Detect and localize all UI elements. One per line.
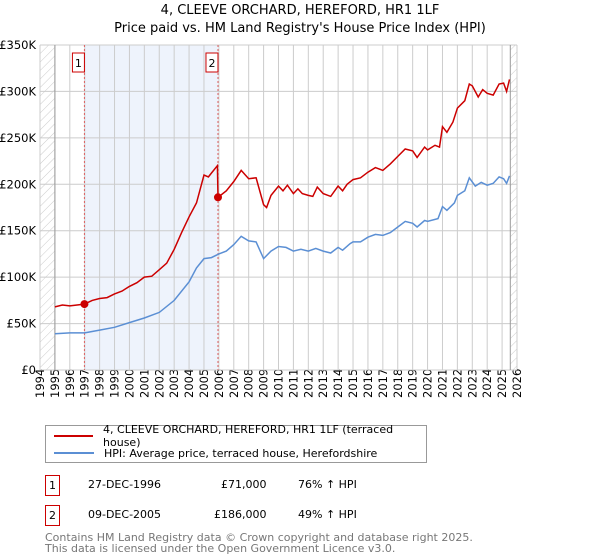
footer-copyright: Contains HM Land Registry data © Crown c… bbox=[45, 531, 473, 544]
sale-point bbox=[80, 300, 89, 309]
x-tick-label: 2002 bbox=[152, 369, 166, 398]
x-tick-label: 2016 bbox=[361, 369, 375, 398]
sale-marker-label: 1 bbox=[75, 57, 82, 70]
sale-hpi-change: 76% ↑ HPI bbox=[298, 478, 357, 491]
x-tick-label: 2000 bbox=[122, 369, 136, 398]
x-tick-label: 2015 bbox=[346, 369, 360, 398]
x-tick-label: 2022 bbox=[450, 369, 464, 398]
legend: 4, CLEEVE ORCHARD, HEREFORD, HR1 1LF (te… bbox=[45, 423, 427, 463]
y-tick-label: £300K bbox=[0, 84, 36, 98]
legend-item-hpi: HPI: Average price, terraced house, Here… bbox=[54, 445, 377, 461]
x-tick-label: 2023 bbox=[465, 369, 479, 398]
x-tick-label: 2014 bbox=[331, 369, 345, 398]
y-tick-label: £350K bbox=[0, 38, 36, 52]
sale-price: £186,000 bbox=[214, 508, 267, 521]
sale-marker-box bbox=[71, 52, 85, 73]
legend-swatch-hpi bbox=[54, 452, 94, 454]
x-tick-label: 2020 bbox=[421, 369, 435, 398]
x-tick-label: 2007 bbox=[227, 369, 241, 398]
no-data-hatch bbox=[40, 45, 55, 370]
sale-point bbox=[213, 193, 222, 202]
x-tick-label: 1997 bbox=[78, 369, 92, 398]
x-tick-label: 2011 bbox=[286, 369, 300, 398]
sale-marker-badge: 1 bbox=[45, 475, 60, 496]
y-tick-label: £200K bbox=[0, 177, 36, 191]
sale-marker-badge: 2 bbox=[45, 505, 60, 526]
y-tick-label: £250K bbox=[0, 131, 36, 145]
sale-period-shading bbox=[84, 45, 218, 370]
x-tick-label: 2001 bbox=[137, 369, 151, 398]
no-data-hatch bbox=[510, 45, 517, 370]
price-chart: 1994 1995 1996 1997 1998 1999 2000 2001 2002 2003… bbox=[0, 38, 524, 398]
legend-label-property: 4, CLEEVE ORCHARD, HEREFORD, HR1 1LF (te… bbox=[103, 423, 394, 449]
x-tick-label: 2004 bbox=[182, 369, 196, 398]
x-tick-label: 2012 bbox=[301, 369, 315, 398]
legend-swatch-property bbox=[54, 435, 94, 437]
legend-label-hpi: HPI: Average price, terraced house, Here… bbox=[104, 446, 378, 460]
x-tick-label: 1995 bbox=[48, 369, 62, 398]
x-tick-label: 2021 bbox=[435, 369, 449, 398]
x-tick-label: 2013 bbox=[316, 369, 330, 398]
sale-marker-label: 2 bbox=[208, 57, 215, 70]
sale-date: 27-DEC-1996 bbox=[88, 478, 162, 491]
x-tick-label: 1998 bbox=[93, 369, 107, 398]
chart-subtitle: Price paid vs. HM Land Registry's House … bbox=[114, 21, 486, 36]
x-tick-label: 2018 bbox=[391, 369, 405, 398]
sale-hpi-change: 49% ↑ HPI bbox=[298, 508, 357, 521]
x-tick-label: 2025 bbox=[495, 369, 509, 398]
x-tick-label: 2006 bbox=[212, 369, 226, 398]
footer-licence: This data is licensed under the Open Gov… bbox=[45, 542, 396, 555]
x-tick-label: 2026 bbox=[510, 369, 524, 398]
x-tick-label: 2009 bbox=[257, 369, 271, 398]
x-tick-label: 1994 bbox=[33, 369, 47, 398]
x-tick-label: 2017 bbox=[376, 369, 390, 398]
property-price-line bbox=[54, 79, 511, 308]
x-tick-label: 2008 bbox=[242, 369, 256, 398]
legend-item-property: 4, CLEEVE ORCHARD, HEREFORD, HR1 1LF (te… bbox=[54, 423, 426, 449]
sale-price: £71,000 bbox=[221, 478, 267, 491]
x-tick-label: 2019 bbox=[406, 369, 420, 398]
y-tick-label: £150K bbox=[0, 224, 36, 238]
x-tick-label: 2010 bbox=[272, 369, 286, 398]
x-tick-label: 2003 bbox=[167, 369, 181, 398]
y-tick-label: £50K bbox=[7, 317, 37, 331]
x-tick-label: 1996 bbox=[63, 369, 77, 398]
sale-marker-box bbox=[205, 52, 219, 73]
x-tick-label: 2005 bbox=[197, 369, 211, 398]
sale-date: 09-DEC-2005 bbox=[88, 508, 162, 521]
x-tick-label: 2024 bbox=[480, 369, 494, 398]
x-tick-label: 1999 bbox=[108, 369, 122, 398]
y-tick-label: £0 bbox=[21, 363, 36, 377]
hpi-line bbox=[54, 175, 511, 335]
y-tick-label: £100K bbox=[0, 270, 36, 284]
chart-title: 4, CLEEVE ORCHARD, HEREFORD, HR1 1LF bbox=[160, 3, 440, 18]
